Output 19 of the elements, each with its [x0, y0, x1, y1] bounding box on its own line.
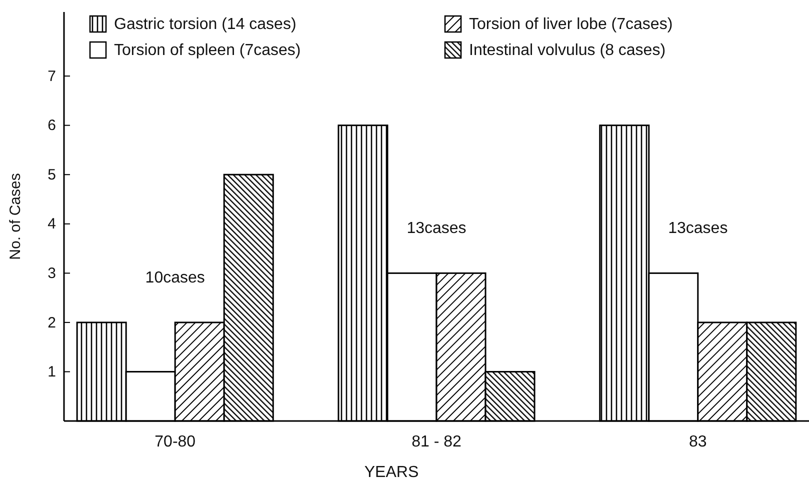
legend-label: Intestinal volvulus (8 cases) [469, 42, 666, 59]
y-tick-label: 3 [48, 264, 56, 282]
x-tick-label: 83 [689, 433, 707, 450]
y-axis-title: No. of Cases [7, 173, 24, 260]
total-label: 13cases [668, 220, 728, 238]
x-tick-label: 70-80 [154, 433, 196, 450]
legend-label: Gastric torsion (14 cases) [114, 16, 296, 33]
total-label: 10cases [145, 269, 205, 286]
total-label: 13cases [406, 220, 466, 238]
y-tick-label: 4 [48, 216, 56, 233]
y-tick-label: 6 [48, 117, 56, 134]
y-tick-label: 7 [48, 68, 56, 85]
x-tick-label: 81 - 82 [412, 433, 462, 450]
legend-label: Torsion of spleen (7cases) [114, 42, 301, 59]
x-axis-title: YEARS [364, 464, 419, 481]
y-tick-label: 5 [48, 166, 56, 184]
y-tick-label: 1 [48, 364, 56, 381]
legend-label: Torsion of liver lobe (7cases) [469, 16, 673, 33]
y-tick-label: 2 [48, 314, 56, 332]
